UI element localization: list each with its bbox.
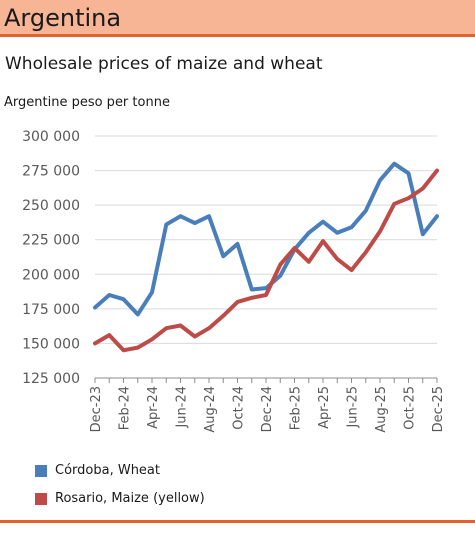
y-tick-label: 275 000 xyxy=(22,164,80,180)
y-tick-label: 225 000 xyxy=(22,233,80,249)
chart-subtitle: Wholesale prices of maize and wheat xyxy=(5,54,323,74)
x-tick-label: Aug-25 xyxy=(374,386,389,433)
x-tick-label: Feb-24 xyxy=(118,386,133,430)
bottom-rule xyxy=(0,520,475,523)
wheat-data-point xyxy=(94,306,96,308)
maize-data-point xyxy=(308,261,310,263)
maize-data-point xyxy=(294,247,295,249)
x-tick-label: Jun-25 xyxy=(346,386,361,429)
x-tick-label: Dec-25 xyxy=(431,386,446,432)
maize-data-point xyxy=(336,258,338,260)
maize-data-point xyxy=(208,327,210,329)
wheat-data-point xyxy=(322,221,324,223)
wheat-data-point xyxy=(365,210,367,212)
wheat-data-point xyxy=(251,288,253,290)
wheat-data-point xyxy=(279,275,281,277)
wheat-data-point xyxy=(408,172,409,174)
maize-data-point xyxy=(222,315,224,317)
maize-data-point xyxy=(151,338,153,340)
wheat-data-point xyxy=(194,222,196,224)
legend-swatch-wheat xyxy=(35,465,47,477)
wheat-data-point xyxy=(265,287,267,289)
x-tick-label: Dec-24 xyxy=(260,386,275,432)
title-banner: Argentina xyxy=(0,0,475,37)
x-tick-label: Aug-24 xyxy=(203,386,218,433)
wheat-data-point xyxy=(222,255,224,257)
wheat-data-point xyxy=(208,215,210,217)
x-tick-label: Oct-25 xyxy=(403,386,418,430)
wheat-data-point xyxy=(137,313,139,315)
wheat-data-point xyxy=(308,232,310,234)
line-chart: 125 000 150 000 175 000 200 000 225 000 250 0… xyxy=(22,129,446,433)
legend-label-wheat: Córdoba, Wheat xyxy=(55,463,160,478)
y-tick-label: 250 000 xyxy=(22,198,80,214)
wheat-data-point xyxy=(351,226,352,228)
wheat-data-point xyxy=(422,233,424,235)
maize-data-point xyxy=(180,324,181,326)
maize-data-point xyxy=(108,334,110,336)
legend-swatch-maize xyxy=(35,493,47,505)
maize-data-point xyxy=(379,230,381,232)
x-tick-label: Oct-24 xyxy=(232,386,247,430)
maize-data-point xyxy=(123,349,124,351)
wheat-data-point xyxy=(108,294,110,296)
y-tick-label: 300 000 xyxy=(22,129,80,145)
unit-label: Argentine peso per tonne xyxy=(4,95,170,110)
wheat-data-point xyxy=(436,215,438,217)
maize-data-point xyxy=(351,269,352,271)
x-tick-label: Feb-25 xyxy=(289,386,304,430)
wheat-data-point xyxy=(393,163,395,165)
maize-data-point xyxy=(365,251,367,253)
wheat-data-point xyxy=(123,298,124,300)
wheat-data-point xyxy=(151,291,153,293)
maize-data-point xyxy=(408,197,409,199)
x-tick-label: Apr-24 xyxy=(146,386,161,429)
maize-data-point xyxy=(322,240,324,242)
y-tick-label: 175 000 xyxy=(22,302,80,318)
wheat-data-point xyxy=(180,215,181,217)
maize-data-point xyxy=(422,188,424,190)
maize-data-point xyxy=(137,347,139,349)
x-tick-label: Apr-25 xyxy=(317,386,332,429)
maize-data-point xyxy=(265,294,267,296)
wheat-data-point xyxy=(379,179,381,181)
wheat-data-point xyxy=(165,224,167,226)
y-tick-label: 200 000 xyxy=(22,267,80,283)
wheat-data-point xyxy=(336,232,338,234)
maize-data-point xyxy=(165,327,167,329)
maize-data-point xyxy=(251,297,253,299)
maize-data-point xyxy=(194,336,196,338)
maize-data-point xyxy=(94,342,96,344)
maize-data-point xyxy=(436,170,438,172)
legend-label-maize: Rosario, Maize (yellow) xyxy=(55,491,205,506)
maize-data-point xyxy=(237,301,238,303)
maize-data-point xyxy=(393,203,395,205)
y-tick-label: 125 000 xyxy=(22,371,80,387)
wheat-data-point xyxy=(237,243,238,245)
x-tick-label: Jun-24 xyxy=(175,386,190,429)
country-title: Argentina xyxy=(4,4,122,32)
y-tick-label: 150 000 xyxy=(22,336,80,352)
maize-data-point xyxy=(279,264,281,266)
maize-price-line xyxy=(93,168,439,353)
x-tick-label: Dec-23 xyxy=(89,386,104,432)
